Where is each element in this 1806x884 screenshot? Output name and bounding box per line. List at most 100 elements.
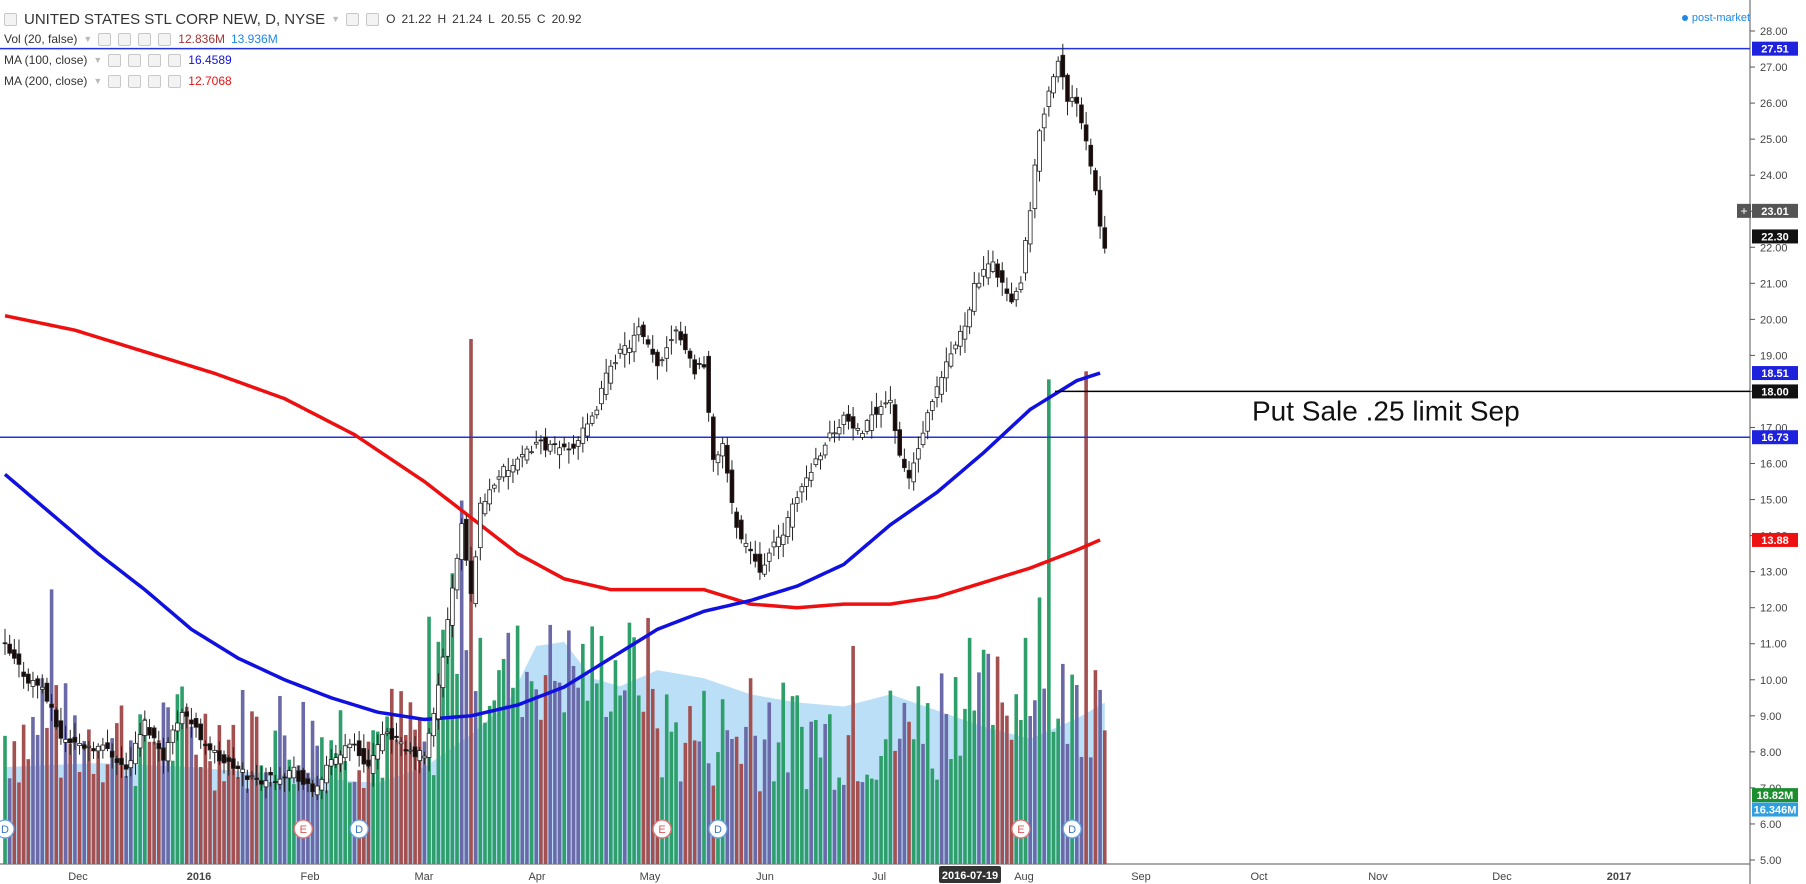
- volume-bar: [818, 757, 823, 864]
- volume-bar: [436, 641, 441, 864]
- volume-bar: [329, 740, 333, 864]
- volume-bar: [324, 790, 329, 864]
- candle-body: [589, 415, 595, 424]
- settings-icon[interactable]: [118, 32, 132, 46]
- volume-bar: [706, 763, 711, 864]
- candle-body: [305, 778, 311, 785]
- eye-icon[interactable]: [108, 53, 122, 67]
- volume-bar: [31, 716, 35, 864]
- volume-bar: [674, 722, 678, 864]
- volume-bar: [897, 738, 902, 864]
- x-tick-label: Jul: [872, 871, 886, 883]
- x-tick-label: Mar: [415, 871, 434, 883]
- candle-body: [184, 711, 190, 717]
- volume-bar: [1037, 597, 1042, 864]
- settings-icon[interactable]: [128, 53, 142, 67]
- volume-bar: [334, 753, 338, 864]
- volume-bar: [753, 735, 758, 864]
- candle-body: [86, 745, 92, 748]
- add-icon[interactable]: [148, 74, 162, 88]
- volume-bar: [403, 735, 408, 864]
- candle-body: [63, 738, 68, 743]
- volume-bar: [1023, 637, 1028, 864]
- candle-body: [123, 764, 129, 770]
- post-market-label: post-market: [1691, 12, 1750, 24]
- x-tick-label: Nov: [1368, 871, 1388, 883]
- candle-body: [1083, 124, 1089, 142]
- settings-icon[interactable]: [366, 12, 380, 26]
- add-icon[interactable]: [148, 53, 162, 67]
- candle-body: [319, 778, 325, 791]
- volume-bar: [287, 759, 292, 864]
- y-tick-label: 25.00: [1760, 134, 1788, 146]
- candle-body: [874, 406, 879, 415]
- volume-bar: [259, 765, 264, 864]
- volume-bar: [553, 680, 557, 864]
- volume-bar: [702, 690, 706, 864]
- candle-body: [566, 448, 572, 451]
- candle-body: [860, 433, 865, 438]
- volume-bar: [156, 740, 161, 864]
- candle-body: [757, 553, 763, 573]
- volume-bar: [143, 718, 147, 864]
- volume-bar: [1075, 684, 1079, 864]
- chevron-down-icon[interactable]: ▼: [83, 34, 93, 44]
- price-axis-label: 18.51: [1761, 368, 1789, 380]
- post-market-indicator[interactable]: post-market: [1681, 12, 1750, 24]
- volume-bar: [1098, 689, 1102, 864]
- candle-body: [976, 282, 982, 288]
- volume-bar: [129, 740, 133, 864]
- candle-body: [175, 722, 180, 732]
- eye-icon[interactable]: [98, 32, 112, 46]
- candle-body: [459, 523, 464, 561]
- candle-body: [575, 440, 581, 447]
- price-axis-label-box: [1752, 788, 1798, 803]
- candle-body: [170, 729, 176, 743]
- add-icon[interactable]: [138, 32, 152, 46]
- candle-body: [161, 747, 166, 761]
- volume-bar: [371, 730, 375, 864]
- candle-body: [1088, 144, 1094, 167]
- volume-bar: [264, 772, 268, 864]
- candle-body: [91, 748, 96, 752]
- volume-bar: [399, 691, 403, 864]
- eye-icon[interactable]: [346, 12, 360, 26]
- candle-body: [375, 744, 381, 760]
- settings-icon[interactable]: [128, 74, 142, 88]
- volume-bar: [925, 703, 930, 864]
- volume-bar: [772, 781, 776, 864]
- candle-body: [650, 348, 656, 355]
- chevron-down-icon[interactable]: ▼: [93, 76, 103, 86]
- close-icon[interactable]: [168, 74, 182, 88]
- x-tick-label: 2017: [1607, 871, 1631, 883]
- volume-bar: [995, 656, 1000, 864]
- volume-bar: [837, 777, 841, 864]
- volume-bar: [1014, 694, 1019, 864]
- candle-body: [557, 447, 562, 456]
- collapse-icon[interactable]: [4, 12, 17, 26]
- volume-bar: [413, 729, 417, 864]
- chevron-down-icon[interactable]: ▼: [93, 55, 103, 65]
- volume-bar: [748, 678, 753, 864]
- volume-bar: [226, 739, 231, 864]
- candle-body: [137, 734, 143, 749]
- candle-body: [599, 387, 604, 405]
- price-axis-label-box: [1752, 532, 1798, 547]
- price-axis-label: 16.73: [1761, 432, 1789, 444]
- close-icon[interactable]: [168, 53, 182, 67]
- candle-body: [995, 263, 1000, 278]
- volume-bar: [26, 759, 31, 864]
- eye-icon[interactable]: [108, 74, 122, 88]
- y-tick-label: 15.00: [1760, 495, 1788, 507]
- close-icon[interactable]: [158, 32, 172, 46]
- volume-bar: [1019, 719, 1023, 864]
- candle-body: [1037, 130, 1042, 172]
- candle-body: [888, 399, 893, 404]
- candle-body: [930, 401, 935, 411]
- candle-body: [235, 765, 241, 770]
- ohlc-open: 21.22: [401, 12, 432, 26]
- volume-bar: [1009, 739, 1014, 864]
- volume-bar: [991, 724, 995, 864]
- x-tick-label: Jun: [756, 871, 774, 883]
- chevron-down-icon[interactable]: ▼: [331, 14, 341, 24]
